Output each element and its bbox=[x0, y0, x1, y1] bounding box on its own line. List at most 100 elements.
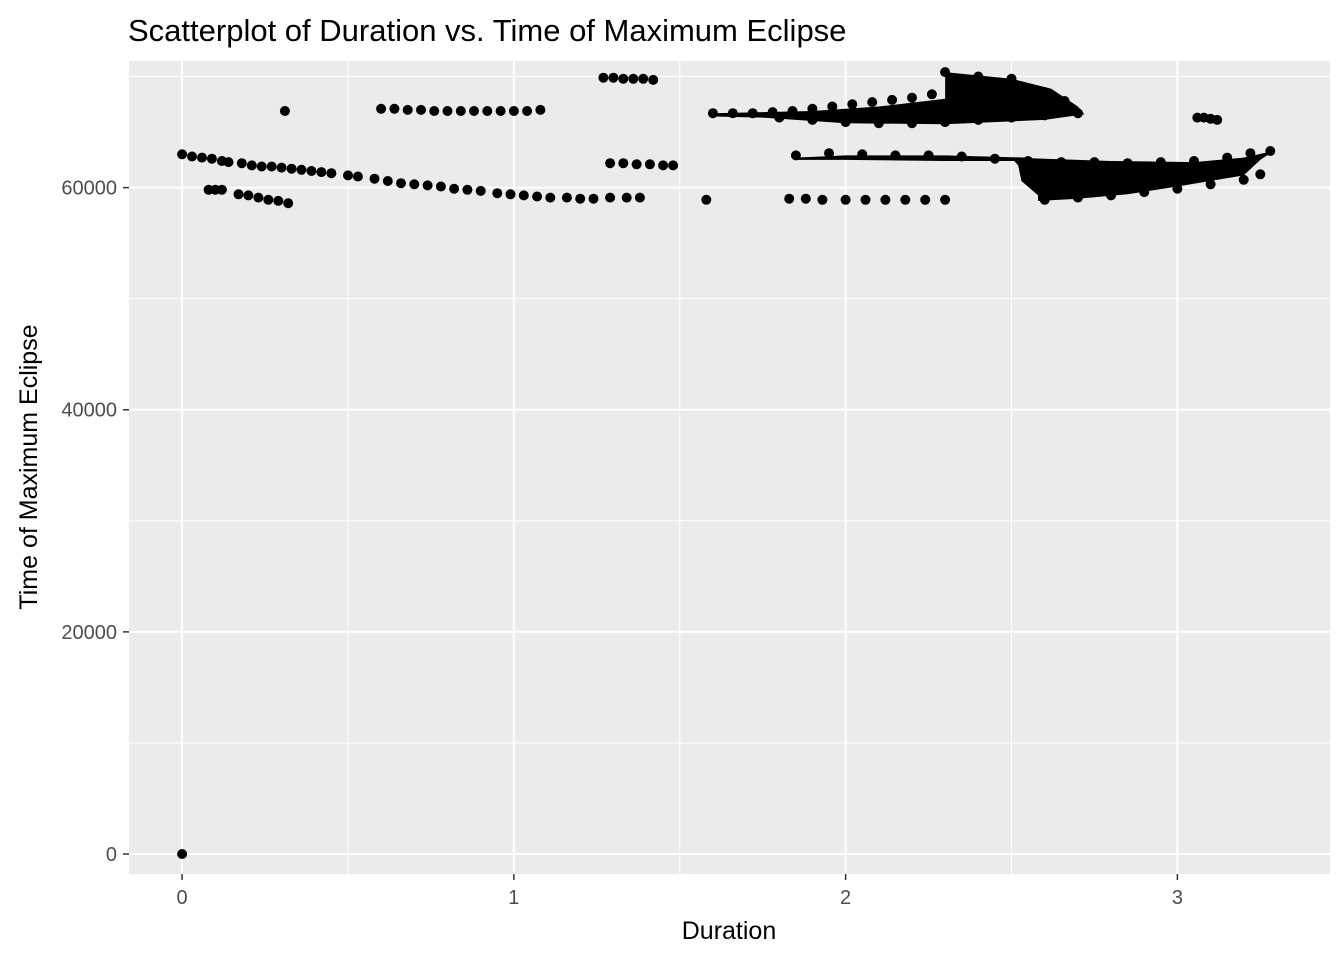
data-point bbox=[940, 67, 951, 78]
data-point bbox=[532, 191, 543, 202]
data-point bbox=[621, 192, 632, 203]
data-point bbox=[638, 73, 649, 84]
data-point bbox=[187, 151, 197, 162]
point-cluster bbox=[1011, 150, 1274, 201]
data-point bbox=[787, 106, 798, 116]
data-point bbox=[469, 106, 479, 116]
data-point bbox=[1205, 179, 1216, 190]
data-point bbox=[867, 97, 878, 108]
data-point bbox=[435, 181, 446, 192]
data-point bbox=[561, 192, 572, 203]
data-point bbox=[634, 192, 645, 203]
x-tick-label: 3 bbox=[1172, 887, 1183, 909]
data-point bbox=[1106, 190, 1116, 201]
data-point bbox=[701, 194, 712, 205]
data-point bbox=[707, 108, 718, 119]
data-point bbox=[946, 86, 957, 96]
data-point bbox=[522, 106, 533, 116]
data-point bbox=[508, 106, 519, 116]
data-point bbox=[767, 107, 778, 118]
data-point bbox=[747, 108, 758, 119]
data-point bbox=[492, 188, 503, 199]
data-point bbox=[668, 160, 679, 171]
data-point bbox=[907, 118, 917, 129]
data-point bbox=[273, 195, 284, 206]
data-point bbox=[631, 159, 642, 170]
data-point bbox=[1139, 187, 1150, 198]
data-point bbox=[396, 178, 406, 189]
y-tick-label: 20000 bbox=[61, 622, 117, 644]
data-point bbox=[216, 184, 227, 195]
data-point bbox=[926, 89, 937, 100]
data-point bbox=[455, 106, 466, 116]
data-point bbox=[1089, 157, 1100, 168]
data-point bbox=[376, 103, 387, 114]
point-cluster bbox=[795, 155, 1029, 161]
data-point bbox=[389, 103, 400, 114]
data-point bbox=[827, 101, 838, 112]
data-point bbox=[605, 192, 616, 203]
data-point bbox=[784, 193, 795, 204]
minor-gridlines bbox=[129, 61, 1330, 874]
data-point bbox=[840, 117, 851, 128]
data-point bbox=[890, 150, 901, 161]
data-point bbox=[462, 184, 473, 195]
data-point bbox=[1122, 158, 1133, 169]
data-point bbox=[973, 71, 984, 82]
data-point bbox=[343, 170, 353, 181]
data-point bbox=[1056, 157, 1067, 168]
data-point bbox=[907, 92, 917, 103]
data-point bbox=[236, 158, 247, 169]
data-point bbox=[860, 194, 871, 205]
data-point bbox=[1155, 157, 1166, 168]
data-point bbox=[800, 193, 811, 204]
data-point bbox=[535, 104, 546, 115]
data-points bbox=[177, 67, 1276, 859]
data-point bbox=[316, 167, 327, 178]
data-point bbox=[409, 179, 420, 190]
data-point bbox=[1039, 87, 1050, 98]
data-point bbox=[817, 194, 828, 205]
data-point bbox=[605, 158, 616, 169]
data-point bbox=[233, 189, 244, 200]
data-point bbox=[326, 168, 337, 179]
data-point bbox=[920, 194, 931, 205]
data-point bbox=[1238, 174, 1249, 185]
data-point bbox=[177, 849, 188, 859]
data-point bbox=[369, 173, 380, 184]
data-point bbox=[644, 159, 655, 170]
data-point bbox=[286, 163, 297, 174]
data-point bbox=[382, 176, 393, 186]
data-point bbox=[283, 198, 294, 209]
data-point bbox=[618, 158, 629, 169]
plot-panel bbox=[129, 61, 1330, 874]
data-point bbox=[618, 73, 629, 84]
data-point bbox=[1059, 96, 1070, 106]
data-point bbox=[727, 108, 738, 119]
data-point bbox=[223, 157, 234, 168]
data-point bbox=[648, 74, 659, 85]
data-point bbox=[243, 190, 254, 201]
x-tick-label: 2 bbox=[840, 887, 851, 909]
data-point bbox=[482, 106, 493, 116]
data-point bbox=[880, 194, 891, 205]
data-point bbox=[986, 77, 997, 88]
data-point bbox=[253, 192, 264, 203]
y-axis-title: Time of Maximum Eclipse bbox=[15, 324, 43, 609]
y-tick-label: 40000 bbox=[61, 400, 117, 422]
data-point bbox=[429, 106, 440, 116]
data-point bbox=[940, 194, 951, 205]
data-point bbox=[973, 114, 984, 125]
data-point bbox=[246, 160, 257, 171]
data-point bbox=[256, 161, 267, 172]
data-point bbox=[575, 193, 586, 204]
y-axis-ticks: 0 20000 40000 60000 bbox=[61, 178, 129, 866]
x-tick-label: 1 bbox=[508, 887, 519, 909]
data-point bbox=[1265, 146, 1276, 156]
data-point bbox=[887, 94, 898, 105]
data-point bbox=[1189, 156, 1199, 166]
data-point bbox=[1039, 194, 1050, 205]
data-point bbox=[1212, 114, 1223, 125]
y-tick-label: 60000 bbox=[61, 178, 117, 200]
data-point bbox=[1245, 148, 1256, 159]
